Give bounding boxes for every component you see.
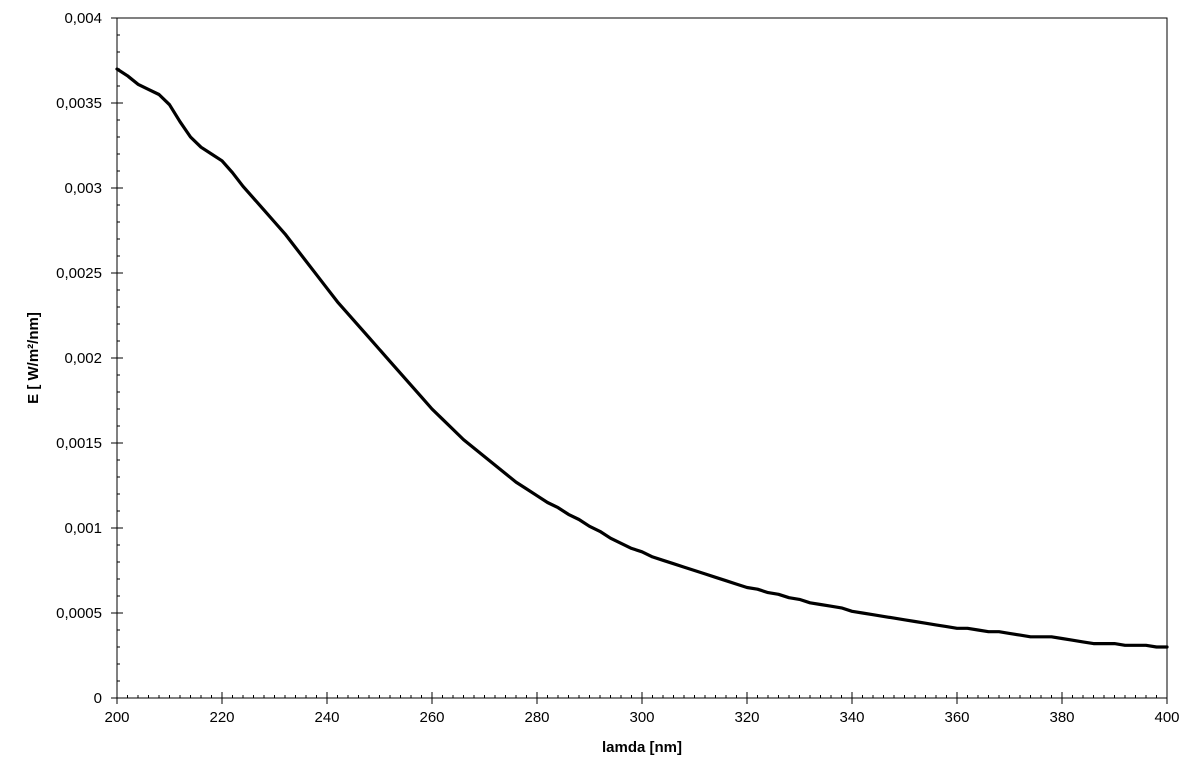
x-tick-labels: 200 220 240 260 280 300 320 340 360 380 400 bbox=[104, 709, 1179, 726]
x-tick-label: 340 bbox=[839, 709, 864, 726]
x-tick-label: 380 bbox=[1049, 709, 1074, 726]
y-axis-title: E [ W/m²/nm] bbox=[25, 312, 42, 404]
y-tick-label: 0,0015 bbox=[56, 435, 102, 452]
y-tick-label: 0 bbox=[94, 690, 102, 707]
series-line bbox=[115, 67, 1169, 649]
y-tick-label: 0,0035 bbox=[56, 95, 102, 112]
x-tick-label: 400 bbox=[1154, 709, 1179, 726]
y-tick-label: 0,002 bbox=[64, 350, 102, 367]
y-tick-label: 0,0005 bbox=[56, 605, 102, 622]
x-tick-label: 220 bbox=[209, 709, 234, 726]
x-tick-label: 320 bbox=[734, 709, 759, 726]
x-tick-label: 200 bbox=[104, 709, 129, 726]
y-tick-label: 0,001 bbox=[64, 520, 102, 537]
x-axis-title: lamda [nm] bbox=[602, 739, 682, 756]
x-tick-label: 240 bbox=[314, 709, 339, 726]
y-tick-label: 0,0025 bbox=[56, 265, 102, 282]
y-tick-labels: 0 0,0005 0,001 0,0015 0,002 0,0025 0,003 0,0035… bbox=[56, 10, 102, 707]
minor-ticks bbox=[116, 17, 1168, 699]
x-tick-label: 360 bbox=[944, 709, 969, 726]
major-ticks bbox=[111, 17, 1168, 704]
x-tick-label: 260 bbox=[419, 709, 444, 726]
x-tick-label: 280 bbox=[524, 709, 549, 726]
y-tick-label: 0,003 bbox=[64, 180, 102, 197]
plot-area-border bbox=[116, 17, 1168, 699]
y-tick-label: 0,004 bbox=[64, 10, 102, 27]
x-tick-label: 300 bbox=[629, 709, 654, 726]
